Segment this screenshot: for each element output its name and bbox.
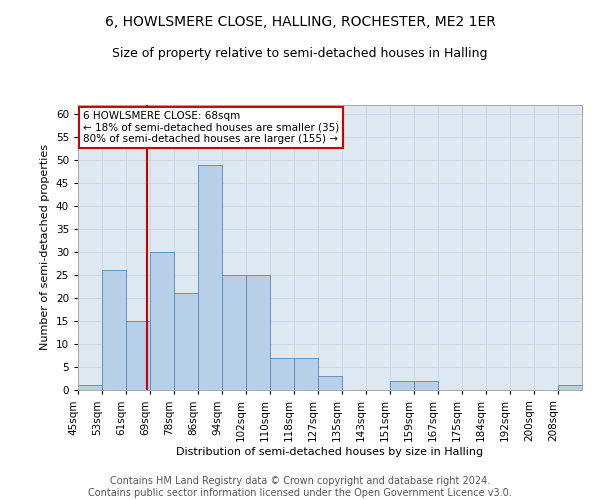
Bar — [294, 358, 318, 390]
Bar — [558, 386, 582, 390]
Text: 6, HOWLSMERE CLOSE, HALLING, ROCHESTER, ME2 1ER: 6, HOWLSMERE CLOSE, HALLING, ROCHESTER, … — [104, 15, 496, 29]
X-axis label: Distribution of semi-detached houses by size in Halling: Distribution of semi-detached houses by … — [176, 446, 484, 456]
Bar — [414, 381, 438, 390]
Bar — [318, 376, 342, 390]
Bar — [126, 321, 150, 390]
Y-axis label: Number of semi-detached properties: Number of semi-detached properties — [40, 144, 50, 350]
Bar — [390, 381, 414, 390]
Text: 6 HOWLSMERE CLOSE: 68sqm
← 18% of semi-detached houses are smaller (35)
80% of s: 6 HOWLSMERE CLOSE: 68sqm ← 18% of semi-d… — [83, 110, 339, 144]
Bar — [150, 252, 174, 390]
Bar — [102, 270, 126, 390]
Bar — [78, 386, 102, 390]
Text: Contains HM Land Registry data © Crown copyright and database right 2024.
Contai: Contains HM Land Registry data © Crown c… — [88, 476, 512, 498]
Bar — [174, 294, 198, 390]
Bar — [270, 358, 294, 390]
Bar — [246, 275, 270, 390]
Bar — [222, 275, 246, 390]
Bar — [198, 165, 222, 390]
Text: Size of property relative to semi-detached houses in Halling: Size of property relative to semi-detach… — [112, 48, 488, 60]
